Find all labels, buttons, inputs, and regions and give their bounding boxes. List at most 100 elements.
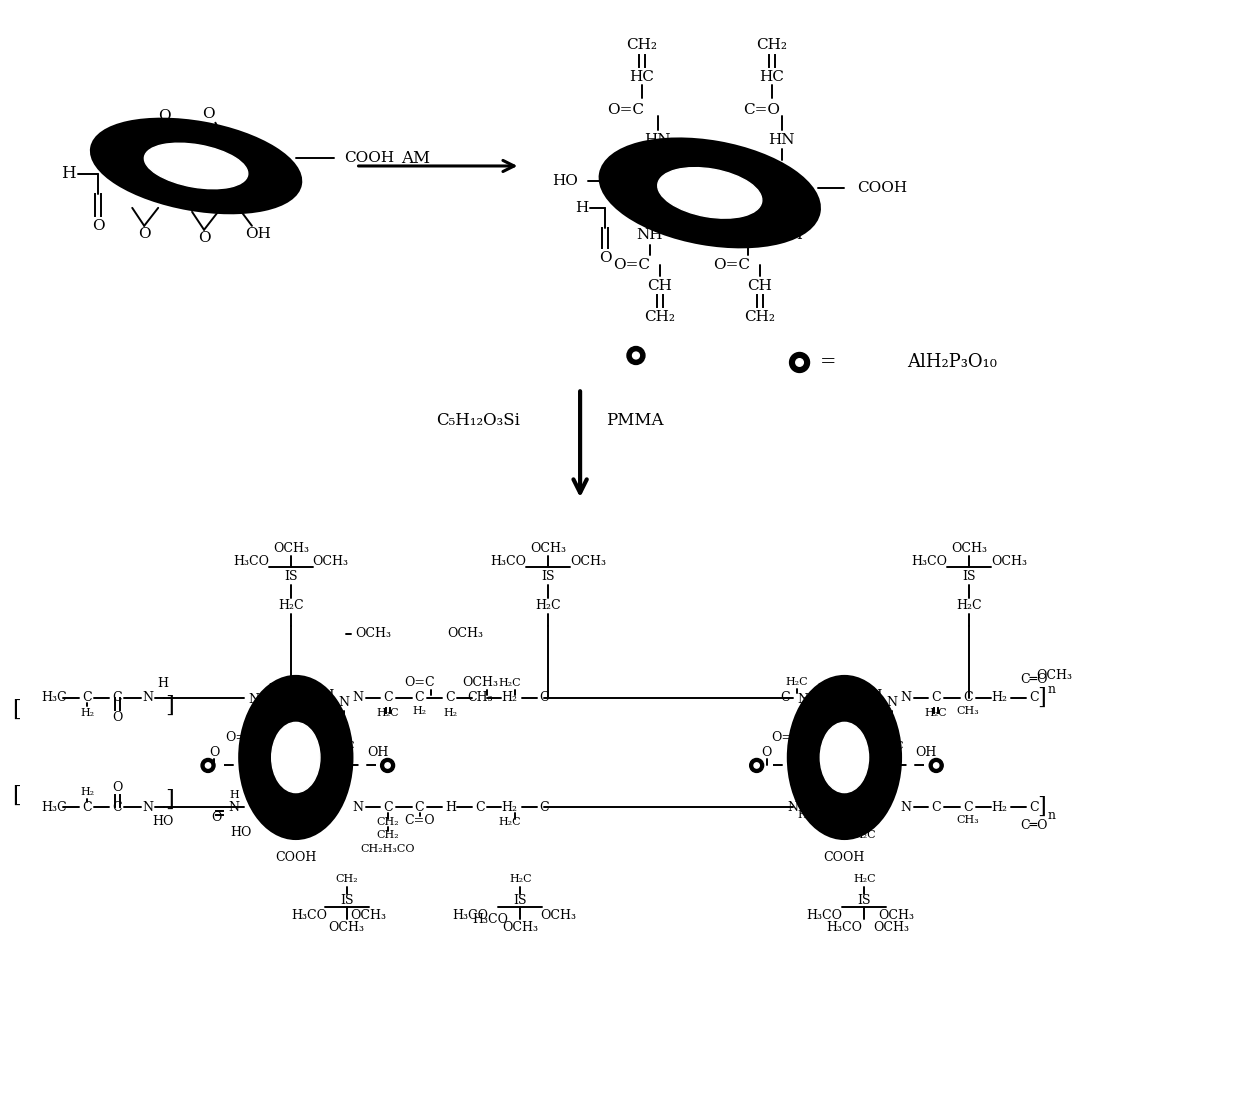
Ellipse shape <box>790 678 899 837</box>
Text: O=C: O=C <box>614 258 651 272</box>
Text: N: N <box>900 691 911 705</box>
Text: C═O: C═O <box>1021 819 1048 831</box>
Text: HO: HO <box>231 826 252 839</box>
Text: H₂C: H₂C <box>498 678 521 688</box>
Text: OCH₃: OCH₃ <box>1035 669 1071 683</box>
Text: IS: IS <box>340 894 353 906</box>
Text: N: N <box>143 800 154 814</box>
Text: H₂: H₂ <box>413 706 427 716</box>
Text: C: C <box>476 800 485 814</box>
Text: OCH₃: OCH₃ <box>991 556 1027 568</box>
Text: O=C: O=C <box>404 676 435 689</box>
Text: C: C <box>383 691 392 705</box>
Text: HC: HC <box>759 70 784 84</box>
Text: HO: HO <box>552 174 578 188</box>
Text: O=: O= <box>258 694 279 706</box>
Text: H₂: H₂ <box>81 787 94 797</box>
Text: C=O: C=O <box>743 103 780 117</box>
Text: H₃CO: H₃CO <box>233 556 269 568</box>
Text: H₂: H₂ <box>991 691 1007 705</box>
Text: OCH₃: OCH₃ <box>329 920 365 934</box>
Circle shape <box>201 759 215 773</box>
Text: OCH₃: OCH₃ <box>531 542 567 555</box>
Text: O: O <box>112 781 123 794</box>
Text: O: O <box>263 721 273 734</box>
Text: AlH₂P₃O₁₀: AlH₂P₃O₁₀ <box>908 353 997 371</box>
Text: C: C <box>339 726 348 739</box>
Text: OH: OH <box>862 689 883 702</box>
Ellipse shape <box>144 143 248 188</box>
Text: H₂C: H₂C <box>853 874 875 884</box>
Ellipse shape <box>241 678 351 837</box>
Text: =: = <box>820 353 836 371</box>
Text: N: N <box>900 800 911 814</box>
Text: CH₂: CH₂ <box>744 309 775 324</box>
Text: C: C <box>83 800 92 814</box>
Text: O=C: O=C <box>226 731 257 744</box>
Text: C: C <box>963 800 973 814</box>
Circle shape <box>381 759 394 773</box>
Circle shape <box>929 759 944 773</box>
Text: IS: IS <box>858 894 872 906</box>
Text: O=C: O=C <box>771 731 802 744</box>
Text: C: C <box>445 691 455 705</box>
Text: ]: ] <box>165 788 174 810</box>
Text: O: O <box>157 109 170 123</box>
Text: COOH: COOH <box>857 181 908 195</box>
Text: H₂C: H₂C <box>925 708 947 718</box>
Circle shape <box>790 352 810 372</box>
Text: H₃CO: H₃CO <box>826 920 863 934</box>
Text: CH₂: CH₂ <box>626 39 657 52</box>
Text: CH₂: CH₂ <box>376 817 399 827</box>
Text: PMMA: PMMA <box>606 412 663 428</box>
Text: C: C <box>780 691 790 705</box>
Text: H₂C: H₂C <box>536 599 560 612</box>
Text: N: N <box>787 800 799 814</box>
Text: C: C <box>113 800 122 814</box>
Text: H₂C: H₂C <box>956 599 982 612</box>
Text: N: N <box>228 800 239 814</box>
Text: OCH₃: OCH₃ <box>951 542 987 555</box>
Text: OCH₃: OCH₃ <box>502 920 538 934</box>
Text: H₃CO: H₃CO <box>806 908 842 922</box>
Text: H: H <box>575 200 589 215</box>
Text: CH₂: CH₂ <box>335 874 358 884</box>
Text: N: N <box>339 696 350 709</box>
Text: O: O <box>202 107 215 121</box>
Text: ]: ] <box>165 695 174 717</box>
Text: OCH₃: OCH₃ <box>351 908 387 922</box>
Text: OCH₃: OCH₃ <box>463 676 498 689</box>
Text: H₂: H₂ <box>81 708 94 718</box>
Text: [: [ <box>12 784 21 806</box>
Text: H: H <box>445 800 456 814</box>
Text: H: H <box>61 165 76 183</box>
Text: N: N <box>143 691 154 705</box>
Text: C: C <box>414 691 424 705</box>
Text: N: N <box>797 694 808 706</box>
Text: C: C <box>539 691 549 705</box>
Text: COOH: COOH <box>275 851 316 863</box>
Text: H₂: H₂ <box>501 800 517 814</box>
Text: C=O: C=O <box>404 814 435 827</box>
Text: H₃C: H₃C <box>41 800 67 814</box>
Text: CH₂H₃CO: CH₂H₃CO <box>361 844 415 854</box>
Circle shape <box>206 763 211 768</box>
Text: H: H <box>157 677 169 690</box>
Ellipse shape <box>821 722 868 793</box>
Ellipse shape <box>601 140 818 246</box>
Text: N: N <box>248 694 259 706</box>
Text: H₂C: H₂C <box>498 817 521 827</box>
Text: H: H <box>830 683 839 696</box>
Text: O=C: O=C <box>713 258 750 272</box>
Text: H: H <box>797 810 807 820</box>
Text: CH₃: CH₃ <box>957 816 980 826</box>
Text: IS: IS <box>513 894 527 906</box>
Text: OH: OH <box>367 746 388 759</box>
Text: C: C <box>113 691 122 705</box>
Text: CH₂: CH₂ <box>645 309 676 324</box>
Text: C═O: C═O <box>1021 673 1048 686</box>
Text: H₂C: H₂C <box>853 830 875 840</box>
Text: ]: ] <box>1038 687 1047 709</box>
Circle shape <box>754 763 759 768</box>
Text: IS: IS <box>284 570 298 584</box>
